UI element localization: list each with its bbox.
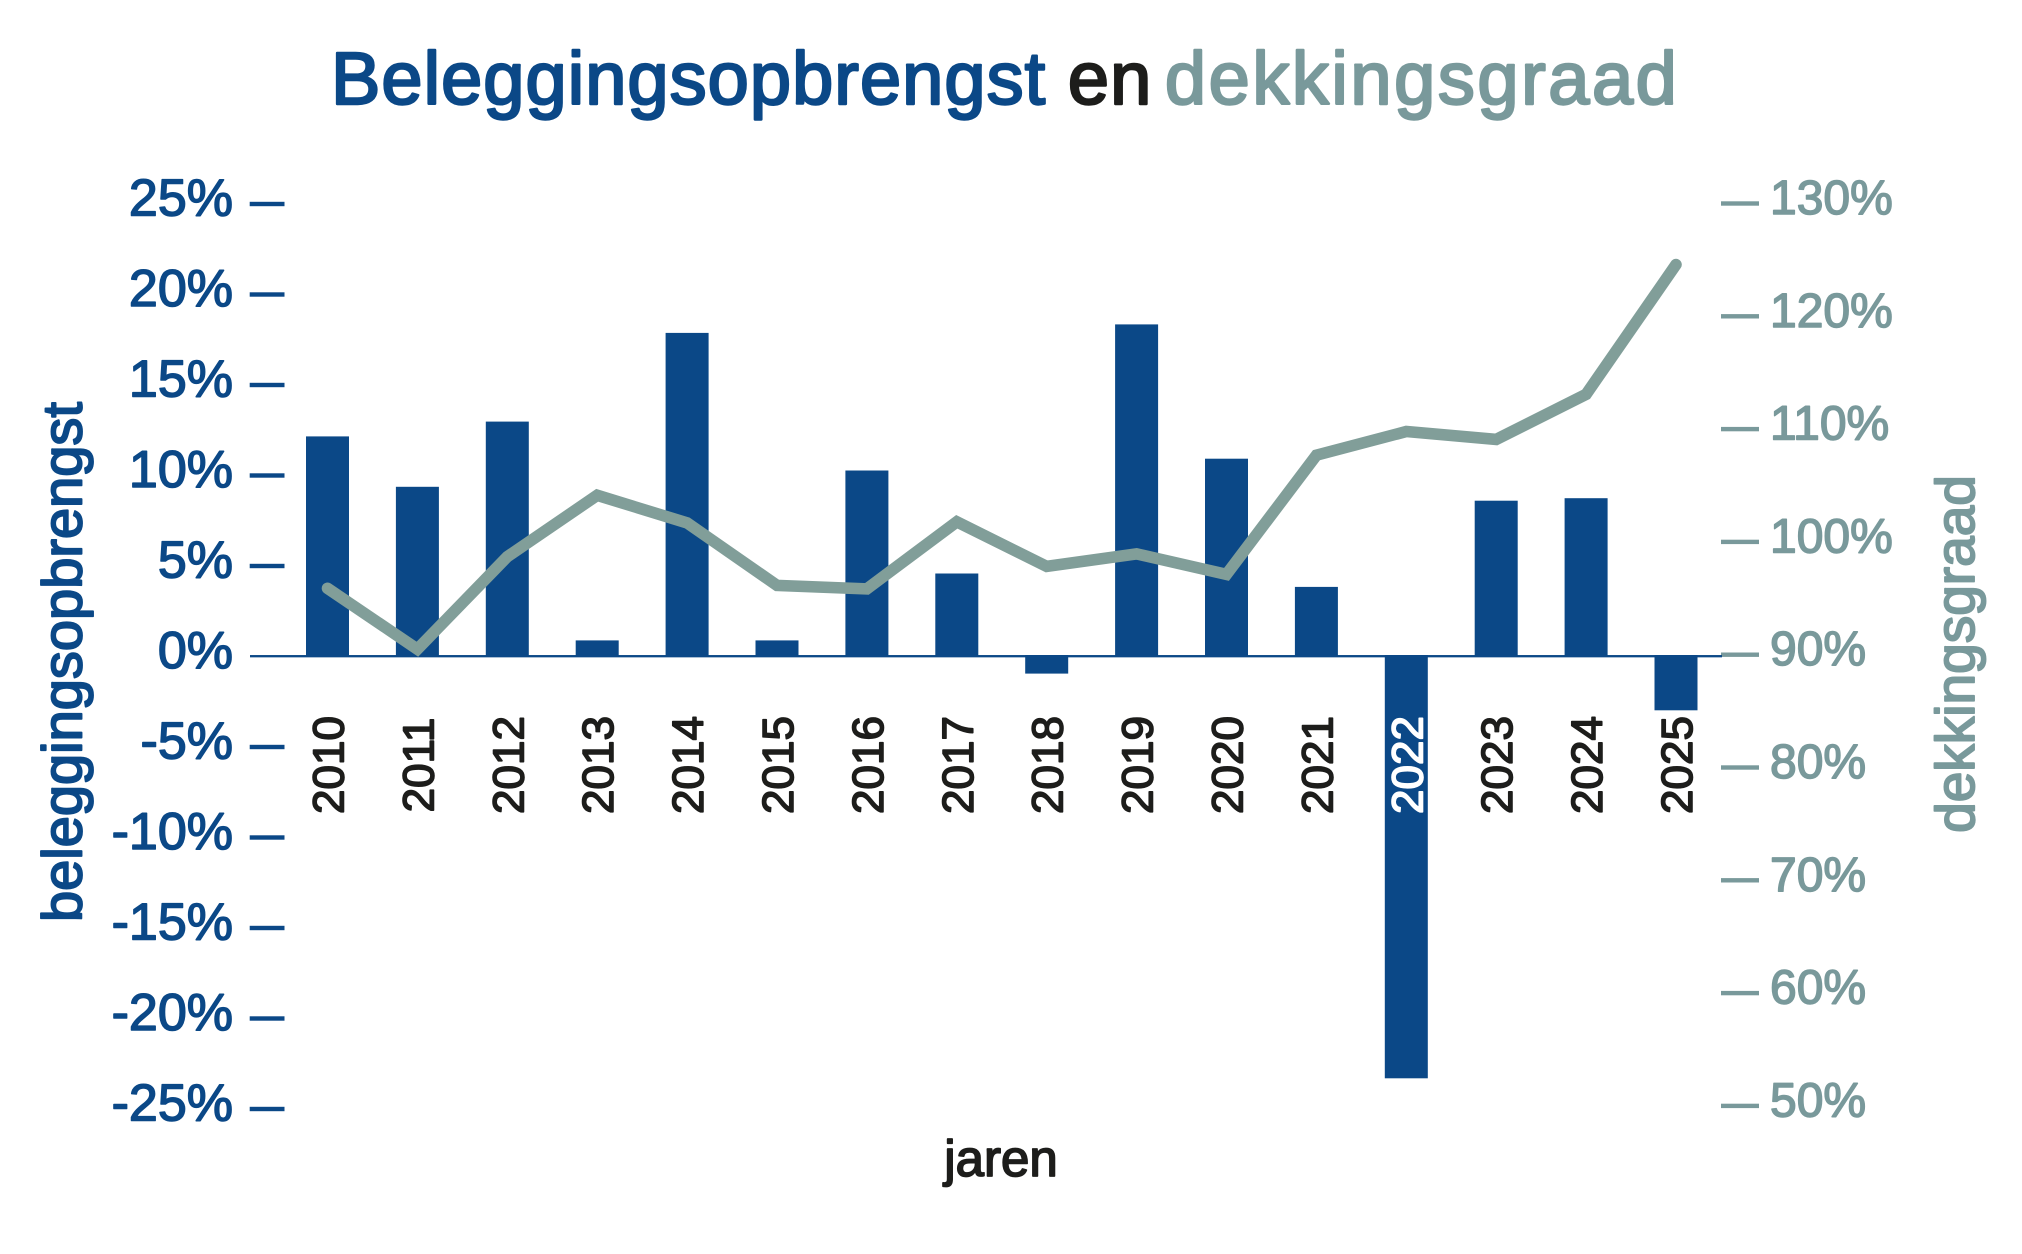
svg-text:2019: 2019 <box>1114 716 1163 814</box>
svg-text:-20%: -20% <box>112 984 233 1042</box>
svg-text:2016: 2016 <box>844 716 893 814</box>
svg-text:80%: 80% <box>1770 736 1866 789</box>
svg-text:90%: 90% <box>1770 623 1866 676</box>
svg-text:dekkingsgraad: dekkingsgraad <box>1924 475 1986 833</box>
svg-text:110%: 110% <box>1770 398 1889 451</box>
svg-text:2014: 2014 <box>664 716 713 814</box>
svg-text:2018: 2018 <box>1024 716 1073 814</box>
svg-text:15%: 15% <box>129 351 233 409</box>
svg-text:2010: 2010 <box>305 716 354 814</box>
svg-text:2023: 2023 <box>1473 716 1522 814</box>
svg-text:2024: 2024 <box>1563 716 1612 814</box>
svg-text:jaren: jaren <box>942 1130 1057 1187</box>
svg-text:2017: 2017 <box>934 716 983 814</box>
svg-text:25%: 25% <box>129 170 233 228</box>
svg-text:-10%: -10% <box>112 803 233 861</box>
svg-text:130%: 130% <box>1770 172 1893 225</box>
svg-text:120%: 120% <box>1770 285 1893 338</box>
svg-text:Beleggingsopbrengst en dekking: Beleggingsopbrengst en dekkingsgraad <box>331 37 1679 120</box>
svg-text:2012: 2012 <box>484 716 533 814</box>
svg-text:2025: 2025 <box>1653 716 1702 814</box>
svg-text:2013: 2013 <box>574 716 623 814</box>
svg-text:-5%: -5% <box>141 713 233 771</box>
svg-text:2020: 2020 <box>1204 716 1253 814</box>
svg-text:-15%: -15% <box>112 894 233 952</box>
svg-text:10%: 10% <box>129 441 233 499</box>
svg-text:beleggingsopbrengst: beleggingsopbrengst <box>31 402 94 922</box>
svg-text:2011: 2011 <box>394 718 443 813</box>
svg-text:0%: 0% <box>158 622 233 680</box>
svg-text:2015: 2015 <box>754 716 803 814</box>
svg-text:5%: 5% <box>158 532 233 590</box>
svg-text:70%: 70% <box>1770 849 1866 902</box>
svg-text:2022: 2022 <box>1383 716 1432 814</box>
svg-text:60%: 60% <box>1770 962 1866 1015</box>
svg-text:50%: 50% <box>1770 1074 1866 1127</box>
svg-text:20%: 20% <box>129 260 233 318</box>
svg-text:2021: 2021 <box>1293 716 1342 814</box>
svg-text:100%: 100% <box>1770 510 1893 563</box>
svg-text:-25%: -25% <box>112 1075 233 1133</box>
